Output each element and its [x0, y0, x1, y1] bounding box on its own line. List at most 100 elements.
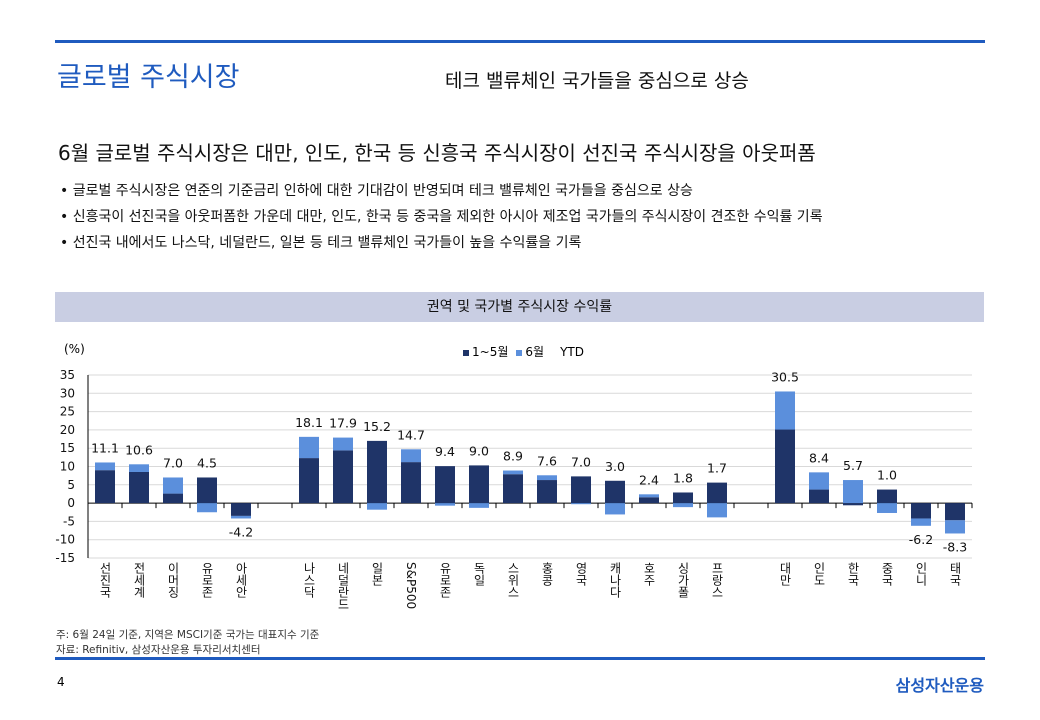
bar-jan-may — [639, 497, 659, 504]
x-tick-label: 태국 — [948, 562, 962, 586]
data-label-ytd: -4.2 — [229, 524, 253, 539]
legend-june: 6월 — [516, 343, 544, 360]
data-label-ytd: 9.4 — [435, 444, 455, 459]
x-tick-label: 프랑스 — [710, 562, 724, 598]
x-tick-label: 이머징 — [166, 562, 180, 598]
bullet-item: • 선진국 내에서도 나스닥, 네덜란드, 일본 등 테크 밸류체인 국가들이 … — [60, 235, 582, 251]
x-tick-label: 싱가폴 — [676, 562, 690, 598]
x-tick-label: 독일 — [472, 562, 486, 586]
bar-jan-may — [401, 462, 421, 504]
x-tick-label: 캐나다 — [608, 562, 622, 598]
bar-june — [95, 462, 115, 471]
bar-june — [163, 477, 183, 494]
data-label-ytd: 18.1 — [295, 415, 323, 430]
bar-june — [809, 472, 829, 490]
chart-title: 권역 및 국가별 주식시장 수익률 — [55, 292, 984, 322]
data-label-ytd: 5.7 — [843, 458, 863, 473]
y-tick-label: 5 — [67, 478, 75, 492]
legend-jan-may: 1~5월 — [463, 343, 508, 360]
bar-june — [231, 515, 251, 519]
x-tick-label: 일본 — [370, 562, 384, 586]
y-tick-label: 35 — [60, 368, 75, 382]
bullet-list: • 글로벌 주식시장은 연준의 기준금리 인하에 대한 기대감이 반영되며 테크… — [60, 180, 823, 258]
bar-jan-may — [605, 480, 625, 504]
bottom-rule — [55, 657, 985, 660]
bar-jan-may — [435, 466, 455, 504]
bar-june — [537, 475, 557, 481]
top-rule — [55, 40, 985, 43]
chart-legend: 1~5월 6월 YTD — [463, 343, 584, 360]
bar-june — [401, 449, 421, 463]
data-label-ytd: 7.6 — [537, 453, 557, 468]
data-label-ytd: 7.0 — [571, 454, 591, 469]
bar-june — [775, 391, 795, 430]
data-label-ytd: 1.8 — [673, 470, 693, 485]
data-label-ytd: -6.2 — [909, 532, 933, 547]
x-tick-label: 나스닥 — [302, 562, 316, 598]
bar-jan-may — [197, 477, 217, 504]
bar-june — [945, 520, 965, 534]
y-tick-label: 25 — [60, 405, 75, 419]
bar-june — [639, 494, 659, 498]
bar-jan-may — [911, 503, 931, 519]
x-tick-label: 영국 — [574, 562, 588, 586]
x-tick-label: 인도 — [812, 562, 826, 586]
x-tick-label: 유로존 — [200, 562, 214, 598]
bar-june — [333, 437, 353, 451]
bar-jan-may — [775, 429, 795, 504]
bar-june — [877, 503, 897, 513]
source-note: 자료: Refinitiv, 삼성자산운용 투자리서치센터 — [56, 644, 261, 656]
footnote: 주: 6월 24일 기준, 지역은 MSCI기준 국가는 대표지수 기준 — [56, 629, 320, 641]
data-label-ytd: 15.2 — [363, 419, 391, 434]
page-number: 4 — [57, 675, 65, 689]
bar-june — [299, 436, 319, 459]
data-label-ytd: 3.0 — [605, 459, 625, 474]
y-tick-label: 10 — [60, 460, 75, 474]
bar-jan-may — [707, 482, 727, 504]
x-tick-label: 한국 — [846, 562, 860, 586]
data-label-ytd: 9.0 — [469, 443, 489, 458]
bar-june — [435, 503, 455, 506]
bar-jan-may — [537, 480, 557, 504]
x-tick-label: 아세안 — [234, 562, 248, 598]
bar-june — [843, 480, 863, 504]
data-label-ytd: -8.3 — [943, 539, 967, 554]
x-tick-label: 대만 — [778, 562, 792, 586]
bar-jan-may — [945, 503, 965, 521]
bar-jan-may — [503, 474, 523, 504]
data-label-ytd: 2.4 — [639, 472, 659, 487]
data-label-ytd: 30.5 — [771, 369, 799, 384]
data-label-ytd: 11.1 — [91, 440, 119, 455]
bar-jan-may — [231, 503, 251, 516]
y-tick-label: 30 — [60, 386, 75, 400]
bar-jan-may — [95, 470, 115, 504]
bar-jan-may — [571, 476, 591, 504]
bullet-item: • 글로벌 주식시장은 연준의 기준금리 인하에 대한 기대감이 반영되며 테크… — [60, 183, 693, 199]
data-label-ytd: 1.7 — [707, 461, 727, 476]
legend-ytd: YTD — [560, 344, 584, 359]
data-label-ytd: 4.5 — [197, 455, 217, 470]
x-tick-label: 네덜란드 — [336, 562, 350, 610]
bar-jan-may — [877, 489, 897, 504]
bar-june — [911, 518, 931, 526]
y-tick-label: 15 — [60, 441, 75, 455]
bullet-item: • 신흥국이 선진국을 아웃퍼폼한 가운데 대만, 인도, 한국 등 중국을 제… — [60, 209, 823, 225]
page-title: 글로벌 주식시장 — [57, 62, 240, 93]
x-tick-label: 인니 — [914, 562, 928, 586]
bar-jan-may — [129, 471, 149, 504]
y-tick-label: -15 — [55, 551, 75, 565]
x-tick-label: 호주 — [642, 562, 656, 586]
data-label-ytd: 8.4 — [809, 450, 829, 465]
bar-june — [673, 503, 693, 508]
x-tick-label: 중국 — [880, 562, 894, 586]
x-tick-label: 유로존 — [438, 562, 452, 598]
y-tick-label: 0 — [67, 496, 75, 510]
bar-jan-may — [163, 493, 183, 504]
headline: 6월 글로벌 주식시장은 대만, 인도, 한국 등 신흥국 주식시장이 선진국 … — [58, 141, 816, 165]
bar-jan-may — [333, 450, 353, 504]
data-label-ytd: 10.6 — [125, 442, 153, 457]
bar-june — [367, 503, 387, 510]
bar-jan-may — [299, 458, 319, 504]
